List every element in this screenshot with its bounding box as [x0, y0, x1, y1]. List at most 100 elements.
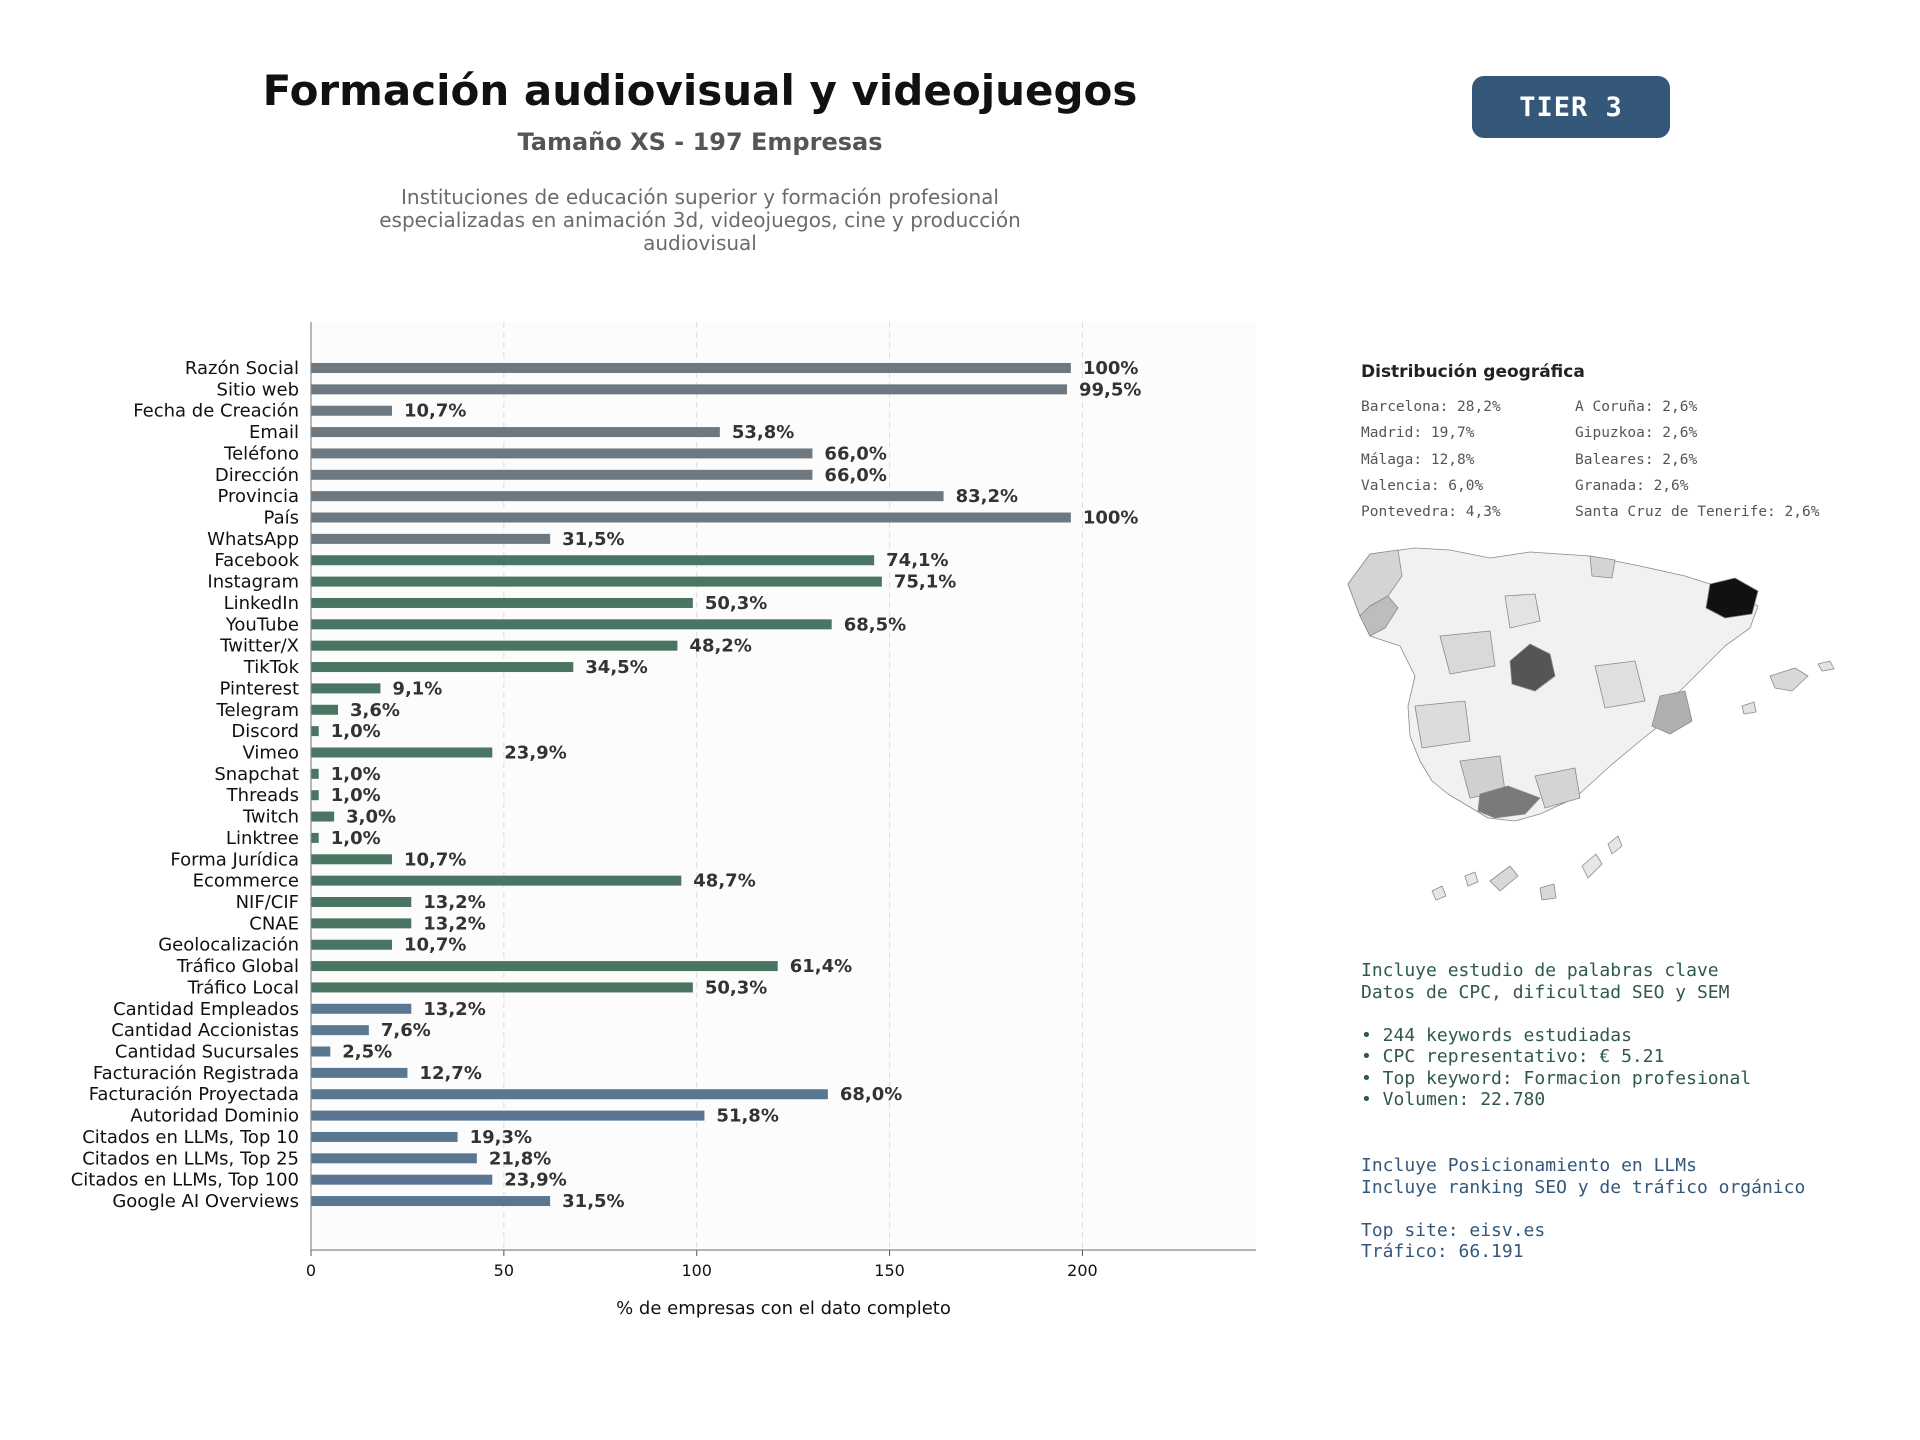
data-label: 10,7% — [404, 935, 466, 956]
data-label: 48,2% — [689, 636, 751, 657]
bar — [311, 768, 319, 779]
category-label: Facturación Proyectada — [89, 1084, 299, 1105]
data-label: 68,0% — [840, 1084, 902, 1105]
bar — [311, 1003, 412, 1014]
bar — [311, 961, 778, 972]
bar — [311, 897, 412, 907]
data-label: 100% — [1083, 358, 1139, 379]
bar — [311, 555, 875, 566]
category-label: LinkedIn — [224, 593, 299, 614]
seo-info-line: • 244 keywords estudiadas — [1361, 1024, 1632, 1046]
category-label: Facebook — [214, 550, 299, 571]
data-label: 10,7% — [404, 849, 466, 870]
data-label: 9,1% — [392, 678, 442, 699]
data-label: 50,3% — [705, 977, 767, 998]
bar — [311, 597, 693, 608]
geo-item: Barcelona: 28,2% — [1361, 399, 1501, 415]
category-label: País — [264, 508, 299, 529]
category-label: Google AI Overviews — [112, 1191, 299, 1212]
data-label: 13,2% — [423, 999, 485, 1020]
geo-item: Santa Cruz de Tenerife: 2,6% — [1575, 504, 1820, 521]
data-label: 7,6% — [381, 1020, 431, 1041]
seo-info-line: • Volumen: 22.780 — [1361, 1089, 1546, 1110]
category-label: YouTube — [225, 614, 299, 635]
bar — [311, 918, 412, 929]
page-subtitle: Tamaño XS - 197 Empresas — [517, 128, 883, 156]
category-label: Forma Jurídica — [170, 849, 299, 870]
category-label: Twitter/X — [219, 636, 299, 657]
bar — [311, 875, 682, 886]
data-label: 68,5% — [844, 614, 906, 635]
bar — [311, 1067, 408, 1078]
data-label: 51,8% — [716, 1106, 778, 1127]
category-label: Tráfico Local — [187, 977, 299, 998]
seo-info-line: • Top keyword: Formacion profesional — [1361, 1067, 1752, 1089]
bar — [311, 448, 813, 459]
data-label: 1,0% — [331, 785, 381, 806]
bar — [311, 427, 720, 438]
geo-item: Gipuzkoa: 2,6% — [1575, 425, 1698, 442]
data-label: 50,3% — [705, 593, 767, 614]
category-label: Telegram — [216, 700, 299, 721]
bar — [311, 1046, 331, 1057]
bar — [311, 1025, 369, 1036]
category-label: Tráfico Global — [176, 956, 299, 977]
bar — [311, 704, 338, 715]
llm-info-line: Top site: eisv.es — [1361, 1219, 1546, 1241]
seo-info-block: Incluye estudio de palabras clave Datos d… — [1361, 960, 1751, 1111]
bar — [311, 405, 392, 416]
category-label: Cantidad Empleados — [113, 999, 299, 1020]
data-label: 12,7% — [419, 1063, 481, 1084]
seo-info-line: • CPC representativo: € 5.21 — [1361, 1046, 1665, 1067]
data-label: 21,8% — [489, 1148, 551, 1169]
bar — [311, 832, 319, 843]
llm-info-line — [1361, 1198, 1805, 1220]
page-title: Formación audiovisual y videojuegos — [262, 66, 1138, 115]
data-label: 19,3% — [470, 1127, 532, 1148]
category-label: Vimeo — [242, 742, 299, 763]
bar — [311, 619, 832, 630]
category-label: Instagram — [207, 572, 299, 593]
data-label: 75,1% — [894, 572, 956, 593]
bar — [311, 363, 1071, 373]
bar — [311, 640, 678, 651]
data-label: 1,0% — [331, 828, 381, 849]
bar — [311, 512, 1071, 523]
bar — [311, 1174, 493, 1185]
data-label: 53,8% — [732, 422, 794, 443]
bar — [311, 1131, 458, 1142]
data-label: 34,5% — [585, 657, 647, 678]
category-label: Facturación Registrada — [93, 1063, 299, 1084]
seo-info-line — [1361, 1003, 1751, 1025]
category-label: Cantidad Sucursales — [115, 1042, 299, 1063]
data-label: 1,0% — [331, 721, 381, 742]
data-label: 23,9% — [504, 1170, 566, 1191]
data-label: 100% — [1083, 508, 1139, 529]
x-tick-label: 50 — [494, 1261, 514, 1280]
data-label: 66,0% — [824, 465, 886, 486]
data-label: 61,4% — [790, 956, 852, 977]
category-label: Fecha de Creación — [133, 401, 299, 422]
category-label: Ecommerce — [193, 871, 299, 892]
geo-distribution-title: Distribución geográfica — [1361, 362, 1585, 382]
category-label: Twitch — [242, 807, 299, 828]
data-label: 3,0% — [346, 807, 396, 828]
bar — [311, 662, 574, 673]
data-label: 13,2% — [423, 913, 485, 934]
data-label: 74,1% — [886, 550, 948, 571]
category-label: Provincia — [217, 486, 299, 507]
x-axis-label: % de empresas con el dato completo — [616, 1298, 951, 1319]
bar — [311, 982, 693, 993]
category-label: Snapchat — [214, 764, 299, 785]
bar — [311, 939, 392, 950]
data-label: 99,5% — [1079, 379, 1141, 400]
page-description: Instituciones de educación superior y fo… — [340, 186, 1060, 255]
seo-info-line: Datos de CPC, dificultad SEO y SEM — [1361, 981, 1730, 1003]
bar — [311, 576, 882, 587]
category-label: CNAE — [249, 913, 299, 934]
geo-item: Madrid: 19,7% — [1361, 425, 1475, 442]
bar — [311, 384, 1067, 395]
category-label: TikTok — [243, 657, 300, 678]
tier-badge: TIER 3 — [1472, 76, 1670, 138]
spain-map-icon — [1347, 547, 1835, 901]
